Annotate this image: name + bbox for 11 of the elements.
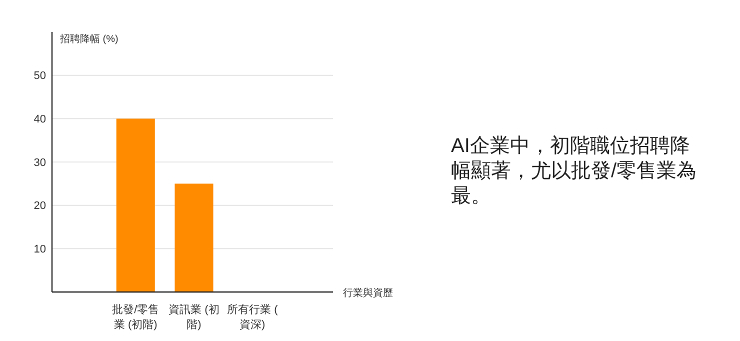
y-tick-label: 50: [34, 70, 46, 82]
y-tick-label: 40: [34, 114, 46, 126]
text: AI企業中，初階職位招聘降幅顯著，尤以批發/零售業為最。: [451, 135, 697, 207]
y-tick-label: 20: [34, 200, 46, 212]
y-axis-title: 招聘降幅 (%): [59, 33, 118, 45]
x-tick-label: 資訊業 (初階): [168, 303, 220, 331]
y-tick-label: 30: [34, 156, 46, 169]
y-tick-label: 10: [34, 244, 46, 256]
x-tick-label: 所有行業 (資深): [227, 303, 278, 331]
x-tick-label: 批發/零售業 (初階): [112, 304, 160, 331]
x-axis-title: 行業與資歷: [343, 287, 393, 299]
